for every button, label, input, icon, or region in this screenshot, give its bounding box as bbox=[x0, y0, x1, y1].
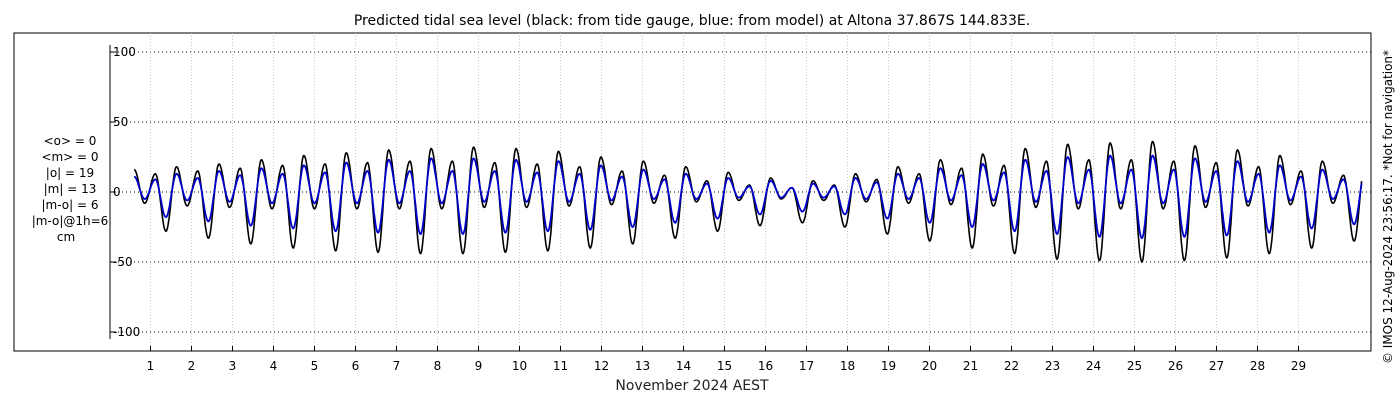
x-tick-label: 12 bbox=[594, 359, 609, 373]
y-tick-label: 100 bbox=[113, 45, 136, 59]
x-tick-label: 16 bbox=[758, 359, 773, 373]
series-layer bbox=[133, 140, 1363, 264]
stat-line: |m-o|@1h=6 bbox=[32, 214, 109, 228]
x-tick-label: 13 bbox=[635, 359, 650, 373]
plot-area: 100 50 0 -50 -100 bbox=[13, 32, 1372, 352]
x-tick-label: 19 bbox=[881, 359, 896, 373]
x-tick-label: 22 bbox=[1004, 359, 1019, 373]
x-tick-label: 10 bbox=[512, 359, 527, 373]
x-tick-label: 24 bbox=[1086, 359, 1101, 373]
x-tick-label: 28 bbox=[1250, 359, 1265, 373]
stat-line: cm bbox=[57, 230, 75, 244]
x-tick-label: 9 bbox=[475, 359, 483, 373]
stat-line: <m> = 0 bbox=[41, 150, 98, 164]
stat-line: |m| = 13 bbox=[44, 182, 97, 196]
x-tick-label: 20 bbox=[922, 359, 937, 373]
y-ticks: 100 50 0 -50 -100 bbox=[110, 45, 140, 339]
x-tick-label: 29 bbox=[1291, 359, 1306, 373]
chart-title: Predicted tidal sea level (black: from t… bbox=[354, 13, 1030, 29]
x-tick-label: 3 bbox=[229, 359, 237, 373]
x-tick-label: 8 bbox=[434, 359, 442, 373]
x-tick-label: 27 bbox=[1209, 359, 1224, 373]
x-axis-label: November 2024 AEST bbox=[615, 378, 769, 394]
series-line-tide-gauge bbox=[133, 140, 1363, 264]
stat-line: |o| = 19 bbox=[46, 166, 94, 180]
x-tick-label: 5 bbox=[311, 359, 319, 373]
stat-line: |m-o| = 6 bbox=[42, 198, 99, 212]
x-tick-label: 17 bbox=[799, 359, 814, 373]
y-tick-label: -50 bbox=[113, 255, 133, 269]
x-tick-label: 7 bbox=[393, 359, 401, 373]
x-tick-label: 1 bbox=[147, 359, 155, 373]
x-tick-label: 6 bbox=[352, 359, 360, 373]
x-tick-label: 18 bbox=[840, 359, 855, 373]
x-ticks: 1 2 3 4 5 6 7 8 9 10 11 12 13 14 15 16 17 18 19 20 21 22 23 24 2… bbox=[147, 346, 1306, 373]
credit-text: © IMOS 12-Aug-2024 23:56:17. *Not for na… bbox=[1381, 50, 1395, 364]
y-tick-label: 0 bbox=[113, 185, 121, 199]
x-tick-label: 15 bbox=[717, 359, 732, 373]
stats-panel: <o> = 0 <m> = 0 |o| = 19 |m| = 13 |m-o| = 6 |… bbox=[32, 134, 109, 244]
x-tick-label: 14 bbox=[676, 359, 691, 373]
y-tick-label: 50 bbox=[113, 115, 128, 129]
x-tick-label: 2 bbox=[188, 359, 196, 373]
x-tick-label: 23 bbox=[1045, 359, 1060, 373]
x-tick-label: 11 bbox=[553, 359, 568, 373]
x-tick-label: 25 bbox=[1127, 359, 1142, 373]
series-line-model bbox=[133, 154, 1363, 240]
y-tick-label: -100 bbox=[113, 325, 140, 339]
stat-line: <o> = 0 bbox=[44, 134, 97, 148]
x-tick-label: 21 bbox=[963, 359, 978, 373]
x-tick-label: 26 bbox=[1168, 359, 1183, 373]
x-tick-label: 4 bbox=[270, 359, 278, 373]
